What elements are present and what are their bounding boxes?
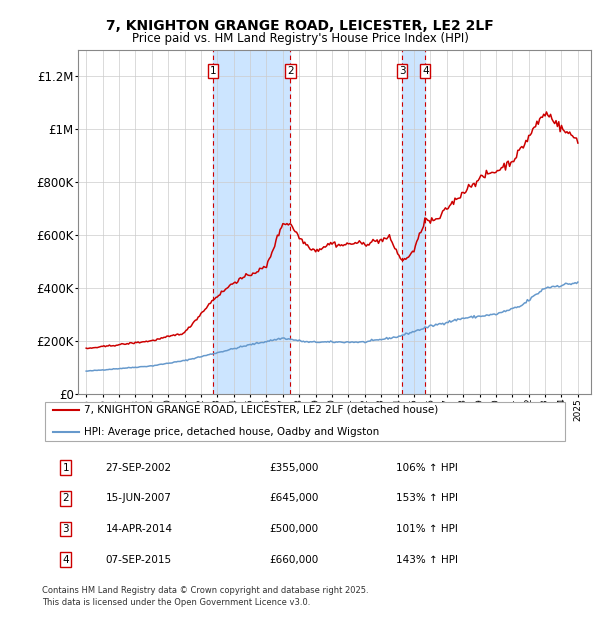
FancyBboxPatch shape: [44, 402, 565, 441]
Text: 2: 2: [287, 66, 294, 76]
Text: 101% ↑ HPI: 101% ↑ HPI: [396, 524, 458, 534]
Text: £645,000: £645,000: [269, 494, 319, 503]
Text: 1: 1: [210, 66, 217, 76]
Text: 3: 3: [62, 524, 69, 534]
Text: 07-SEP-2015: 07-SEP-2015: [106, 555, 172, 565]
Text: 143% ↑ HPI: 143% ↑ HPI: [396, 555, 458, 565]
Text: £660,000: £660,000: [269, 555, 318, 565]
Text: 7, KNIGHTON GRANGE ROAD, LEICESTER, LE2 2LF: 7, KNIGHTON GRANGE ROAD, LEICESTER, LE2 …: [106, 19, 494, 33]
Text: Price paid vs. HM Land Registry's House Price Index (HPI): Price paid vs. HM Land Registry's House …: [131, 32, 469, 45]
Text: £355,000: £355,000: [269, 463, 319, 472]
Text: 14-APR-2014: 14-APR-2014: [106, 524, 172, 534]
Text: £500,000: £500,000: [269, 524, 318, 534]
Text: 4: 4: [62, 555, 69, 565]
Text: 106% ↑ HPI: 106% ↑ HPI: [396, 463, 458, 472]
Bar: [402, 50, 425, 394]
Text: HPI: Average price, detached house, Oadby and Wigston: HPI: Average price, detached house, Oadb…: [84, 427, 379, 437]
Text: Contains HM Land Registry data © Crown copyright and database right 2025.
This d: Contains HM Land Registry data © Crown c…: [42, 586, 368, 607]
Text: 4: 4: [422, 66, 428, 76]
Text: 1: 1: [62, 463, 69, 472]
Text: 7, KNIGHTON GRANGE ROAD, LEICESTER, LE2 2LF (detached house): 7, KNIGHTON GRANGE ROAD, LEICESTER, LE2 …: [84, 405, 439, 415]
Text: 15-JUN-2007: 15-JUN-2007: [106, 494, 171, 503]
Bar: [213, 50, 290, 394]
Text: 153% ↑ HPI: 153% ↑ HPI: [396, 494, 458, 503]
Text: 2: 2: [62, 494, 69, 503]
Text: 27-SEP-2002: 27-SEP-2002: [106, 463, 172, 472]
Text: 3: 3: [399, 66, 406, 76]
